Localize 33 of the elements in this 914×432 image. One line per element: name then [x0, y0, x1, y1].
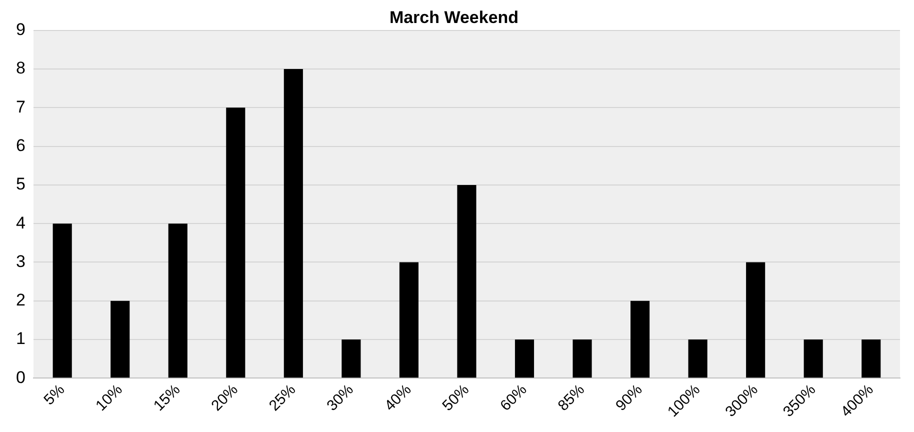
y-tick-label: 3 — [16, 252, 26, 271]
y-tick-label: 2 — [16, 290, 26, 310]
y-tick-label: 5 — [16, 174, 26, 194]
bar — [862, 340, 881, 378]
y-tick-label: 4 — [16, 213, 26, 232]
y-tick-label: 7 — [16, 97, 26, 116]
bar — [630, 300, 650, 378]
bar — [342, 340, 361, 378]
bar — [110, 300, 130, 378]
x-tick-label: 85% — [554, 381, 588, 414]
bar — [168, 224, 188, 378]
chart-title: March Weekend — [389, 8, 519, 27]
bar — [399, 262, 418, 378]
x-tick-label: 30% — [324, 381, 357, 414]
bar — [746, 262, 766, 378]
bar — [52, 224, 72, 378]
x-tick-label: 90% — [612, 381, 646, 414]
bar — [572, 340, 592, 378]
bar — [284, 69, 303, 378]
x-tick-label: 60% — [496, 381, 530, 414]
y-tick-label: 0 — [16, 368, 26, 387]
y-tick-label: 8 — [16, 58, 26, 78]
x-tick-label: 40% — [381, 381, 415, 414]
y-tick-label: 6 — [16, 136, 26, 155]
x-tick-label: 50% — [439, 381, 472, 414]
bar — [457, 184, 476, 378]
y-tick-label: 1 — [16, 329, 26, 348]
bar — [804, 340, 823, 378]
bar — [226, 108, 246, 378]
bar — [514, 340, 534, 378]
bar — [688, 340, 708, 378]
x-tick-label: 5% — [40, 381, 68, 409]
y-tick-label: 9 — [16, 20, 26, 40]
